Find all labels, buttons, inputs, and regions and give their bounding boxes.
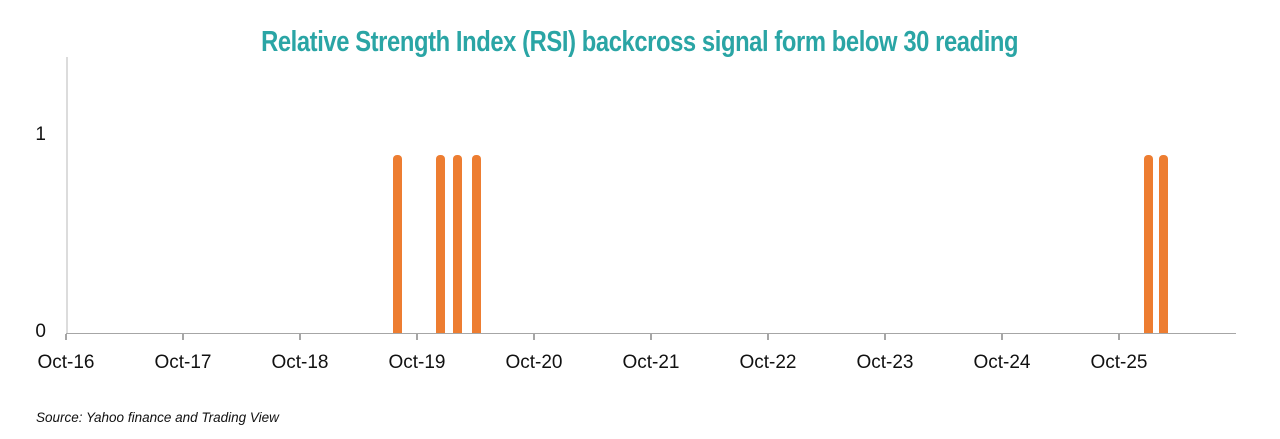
x-axis-tick xyxy=(1001,334,1003,340)
x-axis-tick xyxy=(299,334,301,340)
x-axis-tick xyxy=(767,334,769,340)
y-axis-tick-label-0: 0 xyxy=(35,321,46,342)
source-note: Source: Yahoo finance and Trading View xyxy=(36,410,279,425)
x-axis-tick-label: Oct-20 xyxy=(505,352,563,373)
signal-bar xyxy=(472,154,482,333)
x-axis-tick xyxy=(65,334,67,340)
signal-bar xyxy=(392,154,402,333)
x-axis-tick xyxy=(1118,334,1120,340)
x-axis-tick xyxy=(416,334,418,340)
x-axis-tick-label: Oct-23 xyxy=(856,352,914,373)
y-axis-line xyxy=(66,57,68,333)
chart-title-text: Relative Strength Index (RSI) backcross … xyxy=(261,26,1019,58)
signal-bar xyxy=(1143,154,1153,333)
x-axis-tick-label: Oct-18 xyxy=(271,352,329,373)
signal-bar xyxy=(1158,154,1168,333)
x-axis-tick xyxy=(650,334,652,340)
signal-bar xyxy=(435,154,445,333)
chart-title: Relative Strength Index (RSI) backcross … xyxy=(0,26,1280,59)
x-axis-tick-label: Oct-24 xyxy=(973,352,1031,373)
x-axis-tick-label: Oct-17 xyxy=(154,352,212,373)
x-axis-tick-label: Oct-25 xyxy=(1090,352,1148,373)
x-axis-tick-label: Oct-22 xyxy=(739,352,797,373)
x-axis-tick-label: Oct-19 xyxy=(388,352,446,373)
x-axis-tick xyxy=(182,334,184,340)
x-axis-line xyxy=(66,332,1236,334)
x-axis-tick xyxy=(533,334,535,340)
signal-bar xyxy=(453,154,463,333)
x-axis-tick-label: Oct-16 xyxy=(37,352,95,373)
y-axis-tick-label-1: 1 xyxy=(35,124,46,145)
x-axis-tick xyxy=(884,334,886,340)
x-axis-tick-label: Oct-21 xyxy=(622,352,680,373)
